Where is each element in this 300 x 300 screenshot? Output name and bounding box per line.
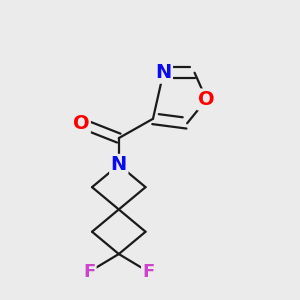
Text: O: O [198,90,215,109]
Text: N: N [111,155,127,174]
Text: F: F [142,263,154,281]
Text: O: O [73,114,89,133]
Text: F: F [83,263,95,281]
Text: N: N [155,63,172,82]
